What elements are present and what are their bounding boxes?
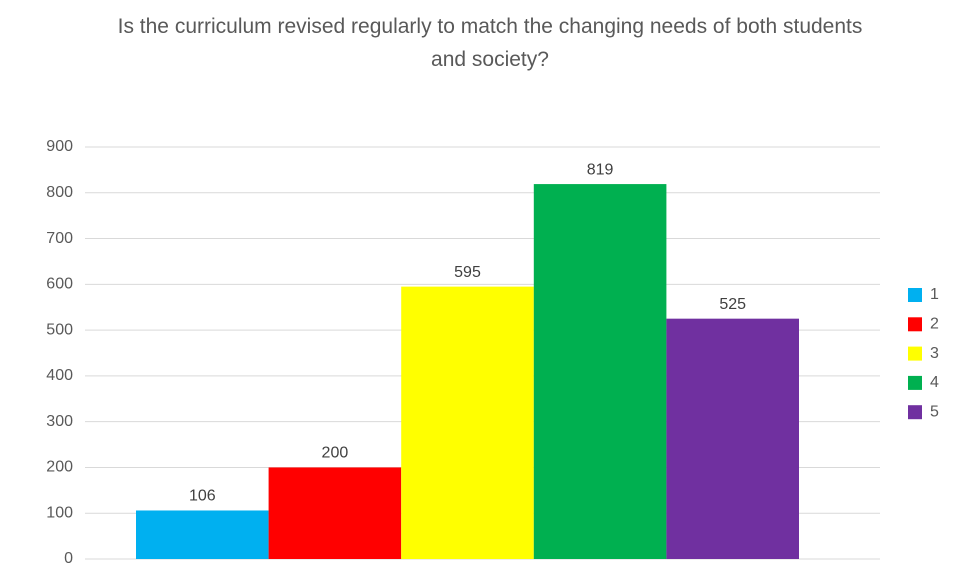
data-label: 595	[454, 264, 481, 281]
y-tick-label: 300	[46, 413, 73, 430]
data-label: 200	[322, 445, 349, 462]
legend-swatch	[908, 405, 922, 420]
y-tick-label: 600	[46, 276, 73, 293]
bar	[268, 467, 402, 559]
chart-title: Is the curriculum revised regularly to m…	[117, 15, 863, 71]
y-tick-label: 800	[46, 184, 73, 201]
legend-label: 4	[930, 374, 939, 391]
bar	[533, 184, 667, 559]
y-tick-label: 100	[46, 504, 73, 521]
y-tick-label: 500	[46, 321, 73, 338]
data-label: 525	[719, 296, 746, 313]
y-tick-label: 400	[46, 367, 73, 384]
data-label: 819	[587, 161, 614, 178]
bar	[401, 286, 534, 559]
legend-label: 1	[930, 286, 939, 303]
legend-label: 3	[930, 345, 939, 362]
legend-label: 2	[930, 316, 939, 333]
y-tick-label: 700	[46, 230, 73, 247]
legend-swatch	[908, 346, 922, 361]
legend-swatch	[908, 375, 922, 390]
bar	[666, 318, 799, 559]
legend-swatch	[908, 317, 922, 332]
data-label: 106	[189, 488, 216, 505]
y-tick-label: 200	[46, 459, 73, 476]
y-tick-label: 900	[46, 138, 73, 155]
bar	[136, 510, 269, 559]
legend-swatch	[908, 288, 922, 302]
y-tick-label: 0	[64, 550, 73, 567]
legend-label: 5	[930, 403, 939, 420]
